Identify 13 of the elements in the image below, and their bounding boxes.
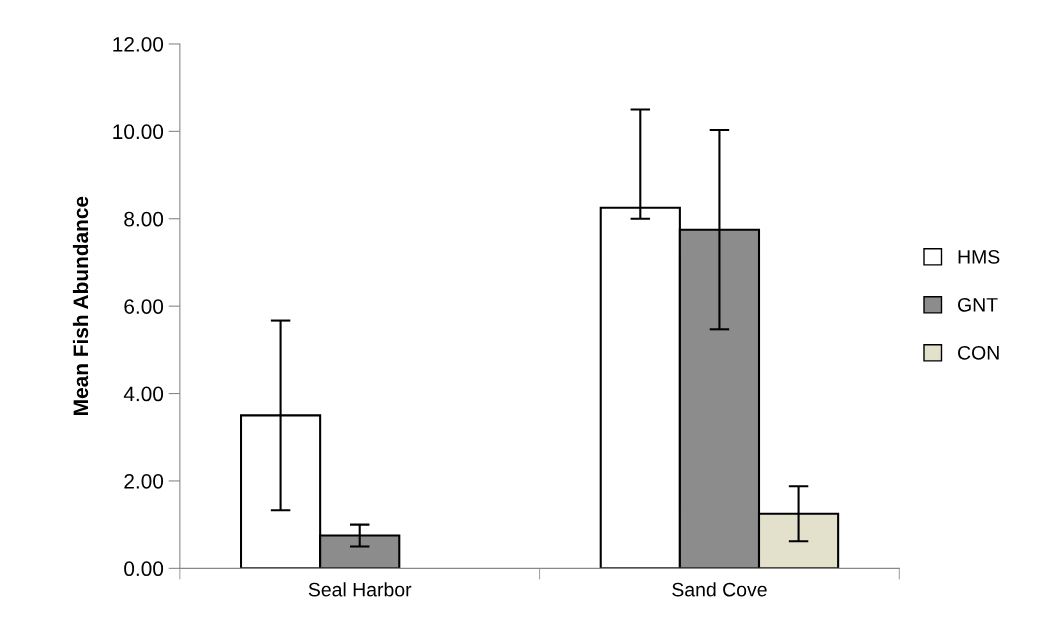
y-axis-title: Mean Fish Abundance <box>72 196 89 415</box>
y-tick-label: 2.00 <box>124 473 164 489</box>
x-tick-label: Sand Cove <box>672 582 767 597</box>
y-tick-label: 10.00 <box>113 124 164 140</box>
x-tick-label: Seal Harbor <box>308 582 412 597</box>
y-tick-label: 4.00 <box>123 386 164 402</box>
y-tick-label: 6.00 <box>124 299 164 314</box>
y-tick-label: 8.00 <box>124 211 164 227</box>
y-tick-label: 12.00 <box>113 36 164 52</box>
legend-label: GNT <box>958 297 998 312</box>
y-tick-label: 0.00 <box>124 561 164 577</box>
legend-label: HMS <box>958 249 1000 264</box>
legend-label: CON <box>958 345 999 360</box>
